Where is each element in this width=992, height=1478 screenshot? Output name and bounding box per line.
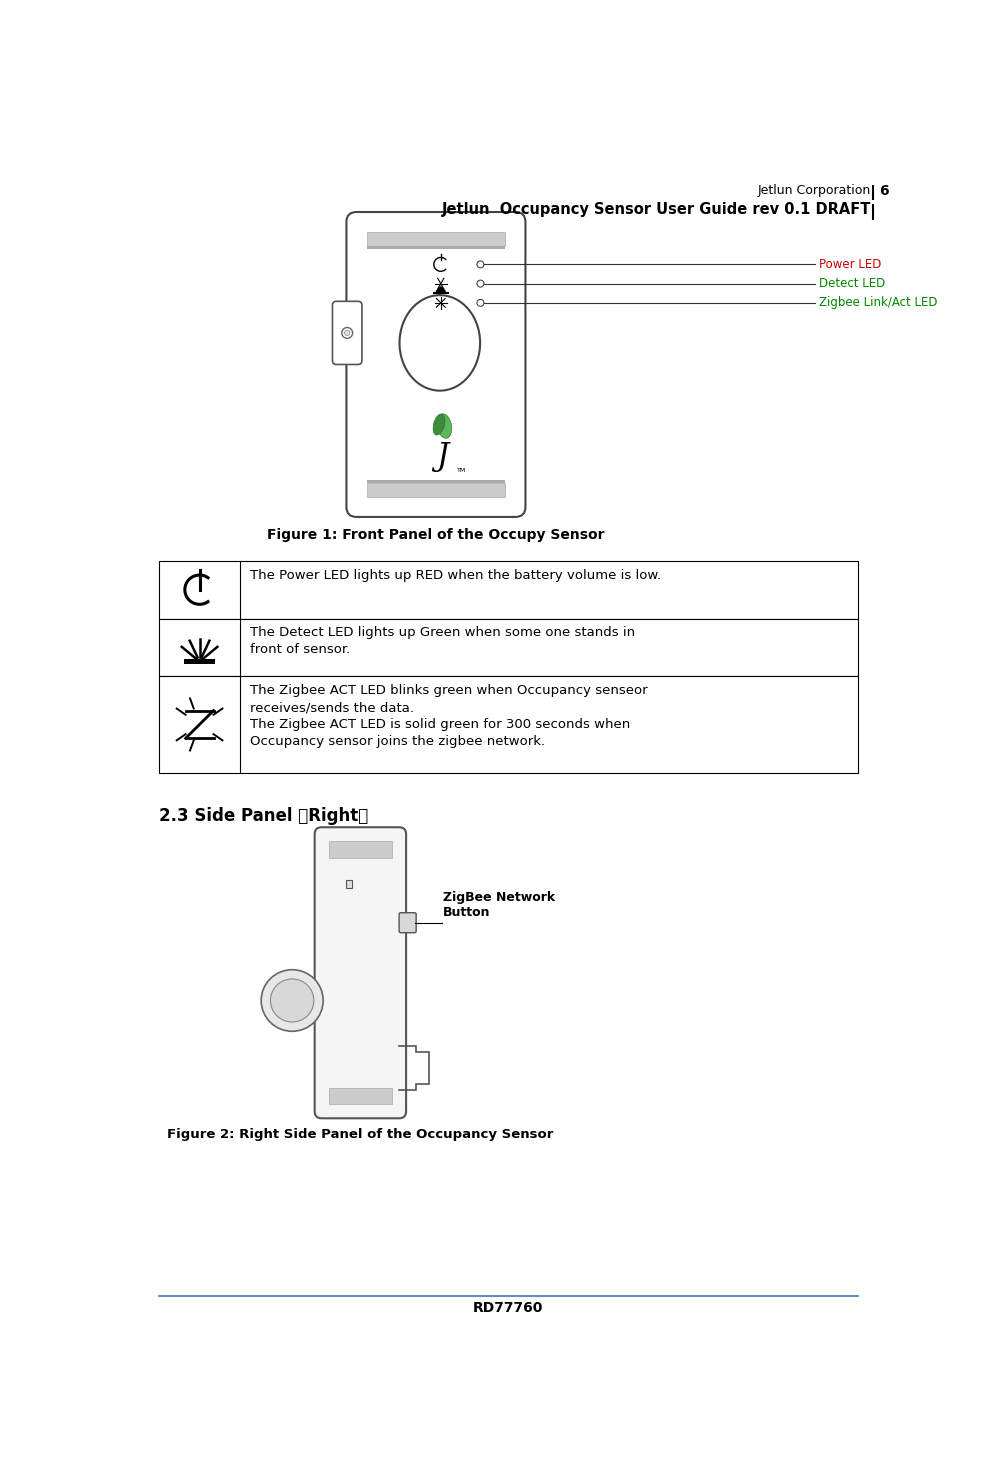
Circle shape [344, 330, 350, 336]
Bar [367, 483, 505, 497]
Bar [159, 619, 858, 677]
Circle shape [477, 300, 484, 306]
Text: ZigBee Network
Button: ZigBee Network Button [443, 891, 556, 919]
Text: RD77760: RD77760 [473, 1301, 544, 1315]
Circle shape [477, 262, 484, 268]
Text: 6: 6 [879, 183, 889, 198]
Ellipse shape [400, 296, 480, 390]
Text: Detect LED: Detect LED [819, 276, 886, 290]
Bar [159, 560, 858, 619]
Text: Power LED: Power LED [819, 257, 882, 270]
Ellipse shape [437, 414, 451, 439]
Bar [345, 881, 352, 888]
Text: 2.3 Side Panel （Right）: 2.3 Side Panel （Right） [159, 807, 368, 825]
Text: TM: TM [457, 467, 466, 473]
Text: The Detect LED lights up Green when some one stands in
front of sensor.: The Detect LED lights up Green when some… [250, 627, 635, 656]
Ellipse shape [434, 414, 445, 435]
FancyBboxPatch shape [332, 302, 362, 365]
Circle shape [271, 978, 313, 1023]
Bar [367, 480, 505, 483]
Bar [159, 677, 858, 773]
FancyBboxPatch shape [346, 211, 526, 517]
Circle shape [477, 281, 484, 287]
Bar [367, 232, 505, 245]
Bar [328, 1088, 392, 1104]
Text: Jetlun  Occupancy Sensor User Guide rev 0.1 DRAFT: Jetlun Occupancy Sensor User Guide rev 0… [441, 202, 871, 217]
Bar [328, 841, 392, 859]
Circle shape [261, 970, 323, 1032]
Text: Jetlun Corporation: Jetlun Corporation [758, 183, 871, 197]
Text: Figure 1: Front Panel of the Occupy Sensor: Figure 1: Front Panel of the Occupy Sens… [267, 529, 605, 542]
Text: Figure 2: Right Side Panel of the Occupancy Sensor: Figure 2: Right Side Panel of the Occupa… [168, 1128, 554, 1141]
FancyBboxPatch shape [399, 913, 417, 933]
Circle shape [342, 328, 352, 338]
Polygon shape [436, 287, 445, 291]
FancyBboxPatch shape [314, 828, 406, 1119]
Text: The Zigbee ACT LED blinks green when Occupancy senseor
receives/sends the data.
: The Zigbee ACT LED blinks green when Occ… [250, 684, 647, 748]
Text: J: J [436, 442, 448, 473]
Text: Zigbee Link/Act LED: Zigbee Link/Act LED [819, 297, 937, 309]
Bar [367, 245, 505, 248]
Text: The Power LED lights up RED when the battery volume is low.: The Power LED lights up RED when the bat… [250, 569, 661, 581]
Bar [185, 659, 215, 665]
